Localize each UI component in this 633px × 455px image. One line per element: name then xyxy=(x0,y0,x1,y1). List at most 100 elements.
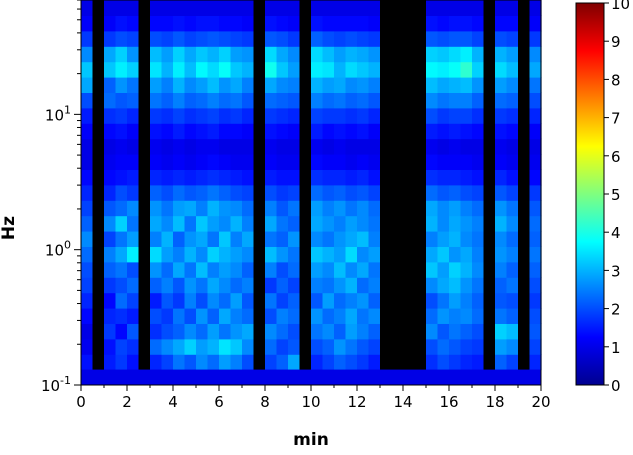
heatmap-cell xyxy=(230,215,243,232)
heatmap-cell xyxy=(334,77,347,93)
heatmap-cell xyxy=(127,323,140,340)
heatmap-cell xyxy=(127,46,140,63)
heatmap-cell xyxy=(253,215,266,232)
heatmap-cell xyxy=(196,338,209,355)
heatmap-cell xyxy=(150,30,163,47)
heatmap-cell xyxy=(207,354,220,371)
heatmap-cell xyxy=(426,169,439,186)
heatmap-cell xyxy=(104,354,117,371)
heatmap-cell xyxy=(391,15,404,32)
heatmap-cell xyxy=(196,246,209,263)
heatmap-cell xyxy=(219,61,232,78)
heatmap-cell xyxy=(81,61,94,78)
heatmap-cell xyxy=(483,138,496,155)
heatmap-cell xyxy=(449,153,462,170)
heatmap-cell xyxy=(173,307,186,324)
heatmap-cell xyxy=(311,215,324,232)
heatmap-cell xyxy=(380,123,393,140)
heatmap-cell xyxy=(150,46,163,63)
colorbar-tick-label: 4 xyxy=(611,224,621,242)
heatmap-cell xyxy=(403,107,416,124)
heatmap-cell xyxy=(196,169,209,186)
heatmap-cell xyxy=(242,123,255,140)
heatmap-cell xyxy=(138,307,151,324)
heatmap-cell xyxy=(288,0,301,16)
heatmap-cell xyxy=(219,107,232,124)
heatmap-cell xyxy=(506,230,519,247)
heatmap-cell xyxy=(242,77,255,93)
heatmap-cell xyxy=(230,61,243,78)
heatmap-cell xyxy=(414,215,427,232)
heatmap-cell xyxy=(115,138,128,155)
heatmap-cell xyxy=(506,246,519,263)
heatmap-cell xyxy=(449,200,462,217)
heatmap-cell xyxy=(253,292,266,309)
heatmap-cell xyxy=(449,77,462,93)
heatmap-cell xyxy=(380,261,393,278)
heatmap-cell xyxy=(460,123,473,140)
heatmap-cell xyxy=(506,261,519,278)
heatmap-cell xyxy=(403,169,416,186)
heatmap-band-cell xyxy=(81,369,541,385)
heatmap-cell xyxy=(104,61,117,78)
heatmap-cell xyxy=(483,169,496,186)
heatmap-cell xyxy=(104,169,117,186)
heatmap-cell xyxy=(242,30,255,47)
heatmap-cell xyxy=(184,230,197,247)
heatmap-cell xyxy=(414,107,427,124)
heatmap-cell xyxy=(529,153,542,170)
heatmap-cell xyxy=(265,215,278,232)
heatmap-cell xyxy=(161,184,174,201)
heatmap-cell xyxy=(426,184,439,201)
heatmap-cell xyxy=(288,46,301,63)
heatmap-cell xyxy=(161,261,174,278)
heatmap-cell xyxy=(196,138,209,155)
heatmap-cell xyxy=(92,0,105,16)
heatmap-cell xyxy=(207,46,220,63)
heatmap-cell xyxy=(219,77,232,93)
colorbar-tick-label: 3 xyxy=(611,262,621,280)
heatmap-cell xyxy=(403,307,416,324)
heatmap-cell xyxy=(460,153,473,170)
heatmap-cell xyxy=(230,292,243,309)
heatmap-cell xyxy=(368,15,381,32)
heatmap-cell xyxy=(345,307,358,324)
heatmap-cell xyxy=(311,261,324,278)
heatmap-cell xyxy=(495,77,508,93)
heatmap-cell xyxy=(207,0,220,16)
heatmap-cell xyxy=(495,307,508,324)
heatmap-cell xyxy=(299,77,312,93)
x-tick-label: 20 xyxy=(531,393,550,411)
heatmap-cell xyxy=(460,277,473,294)
heatmap-cell xyxy=(391,0,404,16)
heatmap-cell xyxy=(483,323,496,340)
heatmap-cell xyxy=(184,307,197,324)
heatmap-cell xyxy=(449,307,462,324)
heatmap-cell xyxy=(196,307,209,324)
heatmap-cell xyxy=(403,354,416,371)
heatmap-cell xyxy=(127,338,140,355)
heatmap-cell xyxy=(472,30,485,47)
heatmap-cell xyxy=(403,184,416,201)
heatmap-cell xyxy=(518,153,531,170)
heatmap-cell xyxy=(495,215,508,232)
heatmap-cell xyxy=(173,354,186,371)
heatmap-cell xyxy=(242,138,255,155)
heatmap-cell xyxy=(345,92,358,109)
heatmap-cell xyxy=(104,107,117,124)
heatmap-cell xyxy=(518,0,531,16)
heatmap-cell xyxy=(403,215,416,232)
heatmap-cell xyxy=(104,338,117,355)
heatmap-cell xyxy=(299,184,312,201)
heatmap-cell xyxy=(184,15,197,32)
heatmap-cell xyxy=(161,30,174,47)
heatmap-cell xyxy=(334,15,347,32)
heatmap-cell xyxy=(460,107,473,124)
heatmap-cell xyxy=(230,230,243,247)
heatmap-cell xyxy=(115,307,128,324)
heatmap-cell xyxy=(173,292,186,309)
heatmap-cell xyxy=(472,200,485,217)
heatmap-cell xyxy=(380,77,393,93)
heatmap-cell xyxy=(265,61,278,78)
heatmap-cell xyxy=(115,107,128,124)
